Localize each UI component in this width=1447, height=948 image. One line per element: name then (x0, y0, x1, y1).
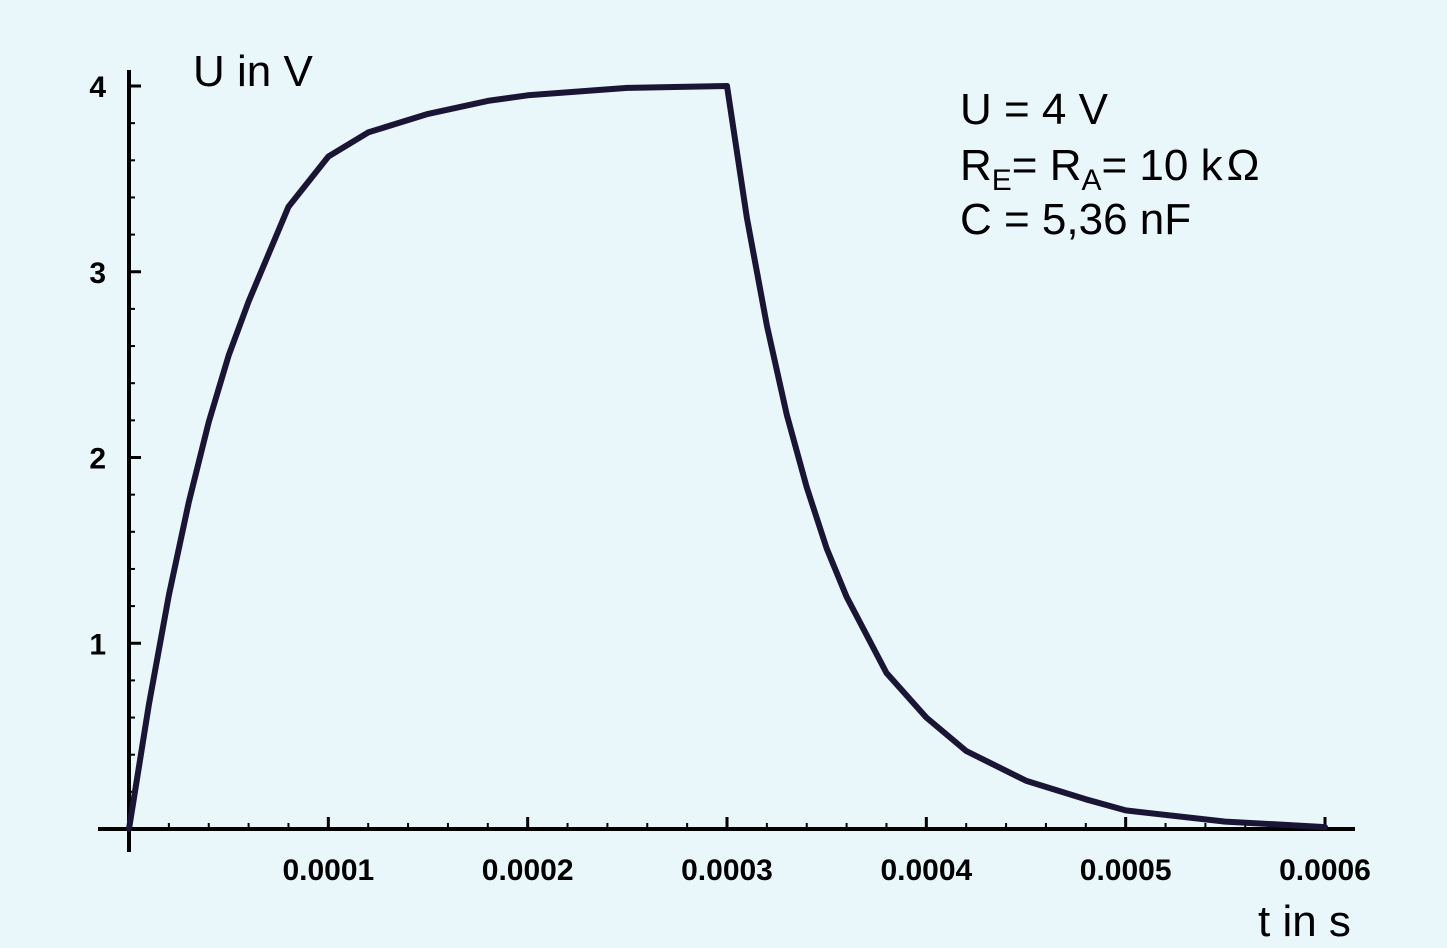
y-tick-label: 4 (89, 71, 106, 104)
x-tick-label: 0.0002 (482, 854, 574, 887)
y-tick-label: 1 (89, 628, 106, 661)
annotation-r-a-sub: A (1082, 164, 1102, 197)
annotation-eq1: = (1012, 141, 1050, 190)
x-tick-label: 0.0006 (1279, 854, 1371, 887)
annotation-capacitance: C = 5,36 nF (960, 195, 1191, 244)
x-axis-label: t in s (1258, 897, 1351, 946)
annotation-resistance: RE= RA= 10 kΩ (960, 141, 1260, 197)
x-tick-labels: 0.0001 0.0002 0.0003 0.0004 0.0005 0.0006 (282, 854, 1370, 887)
y-tick-labels: 1 2 3 4 (89, 71, 106, 661)
voltage-curve (126, 83, 1328, 832)
y-tick-label: 3 (89, 257, 106, 290)
annotation-r-e: R (960, 141, 992, 190)
annotation-value: = 10 k (1102, 141, 1224, 190)
x-tick-label: 0.0003 (681, 854, 773, 887)
y-axis-label: U in V (193, 47, 313, 96)
annotation-block: U = 4 V RE= RA= 10 kΩ C = 5,36 nF (960, 85, 1260, 244)
annotation-voltage: U = 4 V (960, 85, 1109, 134)
x-tick-label: 0.0005 (1080, 854, 1172, 887)
y-tick-label: 2 (89, 443, 106, 476)
annotation-r-e-sub: E (992, 164, 1012, 197)
annotation-ohm: Ω (1227, 141, 1260, 190)
annotation-r-a: R (1050, 141, 1082, 190)
x-tick-label: 0.0001 (282, 854, 374, 887)
x-tick-label: 0.0004 (880, 854, 972, 887)
